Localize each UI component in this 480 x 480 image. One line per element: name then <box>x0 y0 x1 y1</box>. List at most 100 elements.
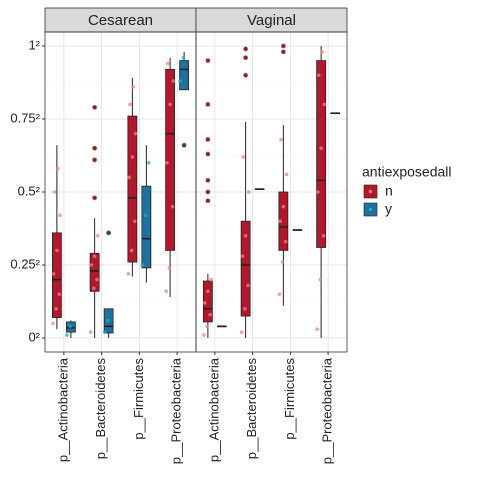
point <box>146 161 151 165</box>
point <box>126 271 131 276</box>
outlier <box>205 189 211 195</box>
box <box>127 115 138 263</box>
legend-key-point <box>368 189 373 194</box>
point <box>51 271 56 276</box>
box <box>89 252 100 292</box>
outlier <box>205 136 211 142</box>
box <box>240 220 251 317</box>
point <box>178 79 182 83</box>
x-tick-label: p__Proteobacteria <box>169 357 184 464</box>
box <box>179 60 190 91</box>
box <box>51 232 62 318</box>
point <box>165 61 170 66</box>
point <box>241 155 246 159</box>
point <box>143 213 148 218</box>
point <box>57 292 62 296</box>
point <box>168 102 172 107</box>
y-tick-label: 0² <box>28 329 40 344</box>
point <box>247 190 251 194</box>
point <box>240 254 245 259</box>
point <box>315 327 319 332</box>
point <box>65 333 69 337</box>
point <box>58 213 62 218</box>
x-tick-label: p__Firmicutes <box>282 358 297 440</box>
point <box>243 233 248 238</box>
outlier <box>92 104 98 110</box>
point <box>208 312 213 317</box>
x-tick-label: p__Actinobacteria <box>55 357 70 462</box>
point <box>133 131 138 136</box>
point <box>96 233 100 238</box>
x-tick-label: p__Firmicutes <box>131 358 146 440</box>
point <box>322 102 327 107</box>
point <box>316 190 320 194</box>
point <box>283 239 288 244</box>
point <box>164 289 168 294</box>
outlier <box>106 230 112 236</box>
box <box>165 68 176 251</box>
strip-label: Vaginal <box>247 12 296 29</box>
outlier <box>205 198 211 204</box>
point <box>88 330 93 334</box>
x-tick-label: p__Bacteroidetes <box>93 358 108 460</box>
point <box>181 55 186 60</box>
strip-label: Cesarean <box>88 12 153 29</box>
outlier <box>205 58 211 64</box>
point <box>89 263 94 267</box>
point <box>55 166 60 171</box>
point <box>170 204 175 209</box>
legend-title: antiexposedall <box>362 164 452 180</box>
point <box>321 233 326 238</box>
point <box>209 277 213 282</box>
outlier <box>243 55 249 61</box>
outlier <box>205 101 211 107</box>
point <box>92 286 96 291</box>
point <box>284 172 289 177</box>
point <box>320 50 324 54</box>
y-tick-label: 1² <box>28 37 40 52</box>
point <box>130 155 135 159</box>
point <box>51 321 55 326</box>
outlier <box>205 151 211 157</box>
point <box>95 277 99 282</box>
point <box>279 137 283 142</box>
point <box>280 260 285 264</box>
box <box>141 185 152 269</box>
outlier <box>205 177 211 183</box>
panel-border <box>195 31 348 353</box>
point <box>243 306 247 311</box>
point <box>129 248 134 253</box>
point <box>167 266 172 270</box>
point <box>281 204 286 209</box>
point <box>106 318 110 323</box>
point <box>316 73 321 78</box>
point <box>102 330 107 334</box>
point <box>318 277 323 282</box>
point <box>202 301 207 305</box>
point <box>128 102 132 107</box>
point <box>132 219 137 223</box>
box <box>316 60 327 248</box>
outlier <box>243 72 249 78</box>
point <box>171 79 176 83</box>
x-tick-label: p__Bacteroidetes <box>244 358 259 460</box>
point <box>140 263 145 267</box>
point <box>68 324 72 329</box>
y-tick-label: 0.5² <box>18 183 41 198</box>
outlier <box>181 142 187 148</box>
point <box>54 306 58 311</box>
legend-key-point <box>368 207 373 212</box>
point <box>92 254 97 259</box>
point <box>277 292 282 296</box>
legend-label: n <box>385 183 393 199</box>
point <box>131 85 135 89</box>
outlier <box>92 145 98 151</box>
point <box>202 333 206 337</box>
point <box>319 146 323 151</box>
point <box>246 283 250 288</box>
outlier <box>92 195 98 201</box>
point <box>278 219 282 223</box>
point <box>52 190 57 194</box>
legend-label: y <box>385 201 392 217</box>
